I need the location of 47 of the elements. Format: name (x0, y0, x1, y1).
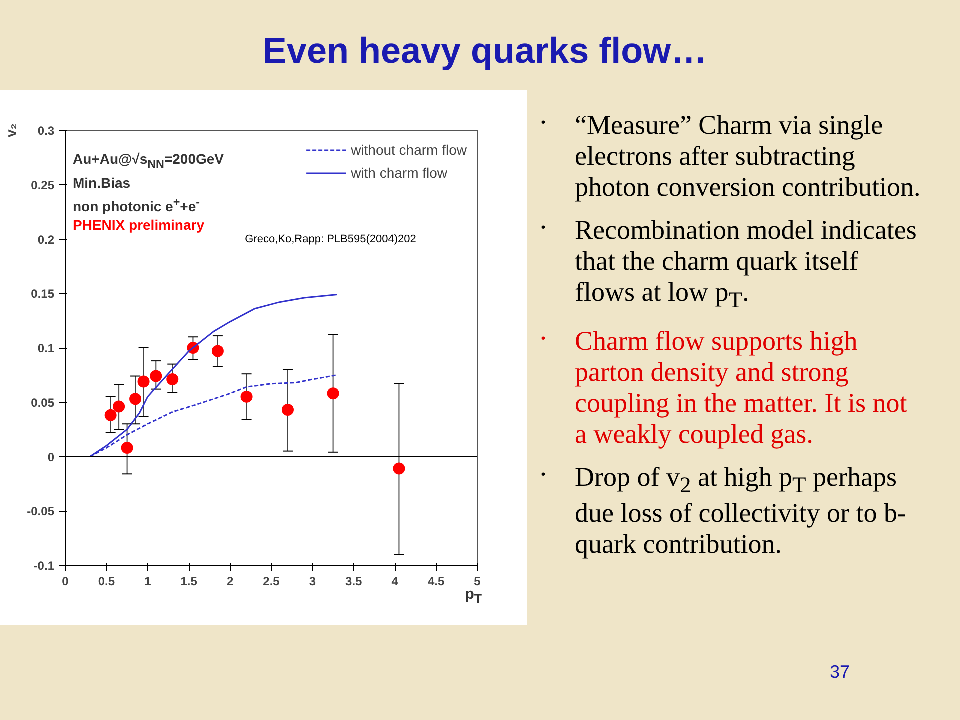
y-tick-label: 0 (48, 450, 55, 464)
y-axis-title: v₂ (3, 123, 20, 138)
x-tick-label: 3 (309, 574, 316, 588)
text: PHENIX preliminary (73, 216, 206, 236)
annotation: Au+Au@√s$_{NN}$=200GeV (73, 150, 224, 173)
y-tick-label: 0.05 (31, 396, 55, 410)
text: • Drop of v$_{2}$ at high p$_{T}$ perhaps due loss of collectivity or to b-quark contribution. (541, 462, 906, 559)
y-tick-label: -0.05 (27, 504, 55, 519)
y-tick-label: 0.15 (31, 287, 55, 302)
point (327, 388, 340, 400)
x-tick-label: 5 (474, 574, 482, 588)
text: • Charm flow supports high parton density and strong coupling in the matter. It is not a weakly coupled gas. (541, 326, 908, 449)
point (113, 400, 126, 413)
annotation: Min.Bias (73, 174, 132, 193)
text: • Recombination model indicates that the charm quark itself flows at low p$_{T}$. (541, 215, 917, 313)
point (121, 442, 134, 454)
point (240, 390, 253, 403)
point (104, 409, 117, 422)
legend-label: with charm flow (351, 165, 448, 181)
y-tick-label: 0.3 (38, 124, 55, 138)
point (150, 370, 162, 382)
point (138, 376, 150, 388)
y-tick-label: 0.2 (38, 232, 55, 247)
text: • “Measure” Charm via single electrons after subtracting photon conversion contribution. (541, 110, 921, 202)
x-tick-label: 4.5 (428, 574, 445, 588)
annotation: non photonic e$^{+}$+e$^{-}$ (73, 194, 201, 216)
legend-label: without charm flow (351, 142, 467, 158)
y-tick-label: -0.1 (34, 559, 55, 573)
point (212, 345, 224, 358)
point (166, 374, 179, 386)
x-tick-label: 1.5 (180, 574, 198, 588)
chart-title: Even heavy quarks flow… (262, 29, 708, 73)
x-tick-label: 0.5 (98, 574, 116, 588)
point (130, 393, 142, 406)
x-tick-label: 3.5 (346, 574, 363, 588)
x-tick-label: 4 (392, 574, 399, 588)
y-tick-label: 0.25 (31, 178, 55, 192)
x-tick-label: 0 (62, 574, 70, 588)
y-tick-label: 0.1 (38, 342, 55, 356)
x-tick-label: 2.5 (263, 574, 280, 588)
x-tick-label: 2 (226, 574, 234, 588)
text: 37 (830, 661, 850, 684)
point (393, 462, 406, 475)
point (282, 404, 294, 416)
x-axis-title: p$_{T}$ (465, 586, 482, 606)
annotation: Greco,Ko,Rapp: PLB595(2004)202 (245, 233, 416, 246)
x-tick-label: 1 (144, 574, 152, 588)
